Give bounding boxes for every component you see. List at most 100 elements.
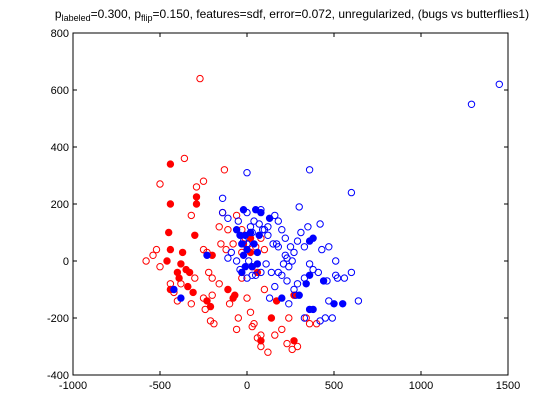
data-point-filled-0-15 bbox=[184, 282, 192, 291]
data-point-open-3-44 bbox=[300, 274, 309, 282]
data-point-open-1-39 bbox=[278, 325, 286, 334]
data-point-open-3-76 bbox=[265, 294, 274, 302]
data-point-open-1-44 bbox=[305, 320, 314, 328]
title-p-flip-base: p bbox=[134, 7, 141, 21]
data-point-open-3-20 bbox=[286, 243, 295, 251]
data-point-filled-2-15 bbox=[255, 231, 263, 240]
data-point-filled-0-10 bbox=[177, 260, 185, 268]
data-point-open-3-71 bbox=[292, 291, 300, 299]
data-point-open-3-65 bbox=[271, 211, 279, 220]
data-point-open-3-7 bbox=[224, 214, 232, 223]
data-point-open-3-29 bbox=[245, 257, 253, 265]
data-point-filled-2-22 bbox=[309, 305, 317, 314]
data-point-open-1-59 bbox=[253, 334, 262, 342]
data-point-filled-0-9 bbox=[163, 257, 171, 265]
data-point-filled-2-29 bbox=[309, 234, 317, 242]
data-point-open-3-37 bbox=[248, 228, 256, 237]
data-point-open-1-29 bbox=[225, 300, 234, 308]
data-point-open-3-67 bbox=[316, 220, 324, 228]
data-point-open-3-45 bbox=[305, 260, 314, 268]
data-point-open-3-39 bbox=[264, 223, 272, 231]
data-point-open-1-38 bbox=[271, 331, 279, 339]
title-p-labeled-base: p bbox=[55, 7, 62, 21]
y-tick-label-3: 200 bbox=[51, 199, 69, 211]
data-point-filled-2-2 bbox=[203, 251, 211, 260]
y-tick-label-6: 800 bbox=[51, 28, 69, 40]
data-point-open-1-58 bbox=[283, 339, 291, 348]
data-point-open-1-30 bbox=[232, 325, 241, 334]
data-point-filled-0-2 bbox=[192, 193, 201, 201]
data-point-filled-2-0 bbox=[170, 285, 178, 294]
x-tick-label-3: 500 bbox=[325, 380, 343, 392]
data-point-open-3-62 bbox=[281, 234, 289, 242]
y-tick-label-0: -400 bbox=[47, 370, 69, 382]
data-point-open-3-8 bbox=[234, 217, 243, 225]
y-tick-label-1: -200 bbox=[47, 313, 69, 325]
title-p-flip-sub: flip bbox=[141, 13, 153, 23]
data-point-open-3-68 bbox=[318, 245, 326, 254]
data-point-filled-0-7 bbox=[178, 248, 187, 257]
data-point-open-3-41 bbox=[283, 277, 291, 285]
title-p-labeled-value: =0.300, bbox=[91, 7, 135, 21]
data-point-open-1-20 bbox=[191, 274, 199, 282]
data-point-open-3-14 bbox=[257, 206, 265, 214]
chart-title: plabeled=0.300, pflip=0.150, features=sd… bbox=[55, 7, 529, 23]
data-point-open-1-3 bbox=[199, 177, 208, 185]
data-point-open-1-40 bbox=[285, 314, 293, 322]
data-point-open-1-9 bbox=[224, 226, 232, 234]
data-point-open-3-57 bbox=[297, 228, 305, 237]
axes-layer: -1000 -500 0 500 1000 1500 -400 -200 0 200 400 600 8… bbox=[47, 28, 520, 392]
data-point-filled-0-4 bbox=[165, 228, 173, 237]
data-point-open-3-77 bbox=[300, 314, 309, 322]
data-point-open-1-22 bbox=[205, 268, 213, 277]
data-point-filled-0-13 bbox=[185, 268, 194, 277]
data-point-open-3-6 bbox=[218, 208, 227, 217]
data-point-filled-0-21 bbox=[224, 285, 232, 294]
data-point-open-3-56 bbox=[295, 203, 303, 211]
data-point-open-3-75 bbox=[271, 282, 279, 291]
data-point-filled-0-1 bbox=[166, 200, 175, 208]
data-point-open-1-25 bbox=[199, 294, 208, 302]
data-point-open-1-33 bbox=[246, 308, 255, 316]
data-point-open-1-1 bbox=[180, 154, 189, 163]
data-point-open-3-43 bbox=[293, 280, 302, 288]
y-tick-label-2: 0 bbox=[63, 256, 69, 268]
data-point-filled-2-31 bbox=[239, 251, 248, 260]
data-point-open-1-15 bbox=[156, 263, 164, 271]
data-point-open-3-5 bbox=[218, 194, 227, 203]
x-tick-label-5: 1500 bbox=[496, 380, 520, 392]
data-point-open-1-8 bbox=[215, 223, 223, 231]
data-point-open-1-47 bbox=[229, 240, 237, 248]
data-point-open-1-24 bbox=[215, 280, 223, 288]
data-point-open-3-63 bbox=[278, 226, 286, 234]
data-point-open-1-2 bbox=[192, 183, 201, 191]
data-point-open-3-36 bbox=[243, 240, 251, 248]
data-point-filled-0-22 bbox=[231, 291, 239, 299]
data-point-open-3-54 bbox=[354, 297, 363, 305]
data-point-filled-2-7 bbox=[232, 226, 241, 234]
data-point-open-3-40 bbox=[278, 271, 286, 279]
y-tick-label-5: 600 bbox=[51, 85, 69, 97]
data-point-open-3-73 bbox=[325, 243, 333, 251]
data-point-open-3-4 bbox=[243, 169, 251, 177]
x-tick-label-0: -1000 bbox=[59, 380, 87, 392]
data-point-filled-0-3 bbox=[192, 200, 201, 208]
points-layer bbox=[142, 74, 503, 356]
data-point-open-3-25 bbox=[262, 260, 270, 268]
data-point-open-1-17 bbox=[177, 280, 185, 288]
data-point-open-1-37 bbox=[264, 348, 272, 356]
data-point-open-3-31 bbox=[236, 265, 244, 274]
data-point-open-3-50 bbox=[328, 314, 336, 322]
data-point-open-3-34 bbox=[232, 257, 241, 265]
data-point-open-1-53 bbox=[260, 245, 269, 254]
data-point-open-1-14 bbox=[142, 257, 150, 265]
data-point-filled-2-17 bbox=[278, 294, 286, 302]
data-point-filled-2-25 bbox=[339, 300, 347, 308]
data-point-open-1-6 bbox=[156, 180, 164, 188]
data-point-open-3-9 bbox=[243, 208, 251, 217]
data-point-open-3-69 bbox=[332, 257, 340, 265]
data-point-filled-2-10 bbox=[243, 245, 251, 254]
data-point-open-1-57 bbox=[248, 322, 256, 331]
x-tick-label-1: -500 bbox=[149, 380, 171, 392]
data-point-open-3-52 bbox=[340, 274, 349, 282]
